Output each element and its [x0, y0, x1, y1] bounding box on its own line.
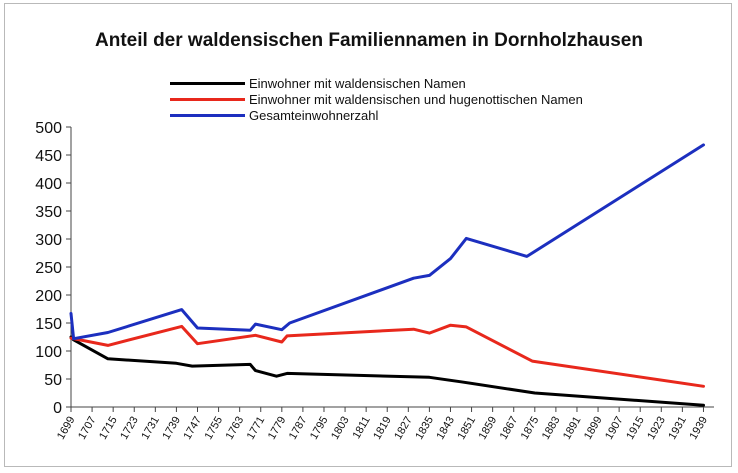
x-tick-label: 1811: [351, 415, 373, 441]
chart-frame: [4, 3, 732, 467]
x-tick-label: 1819: [371, 415, 394, 442]
legend-item-waldensisch: Einwohner mit waldensischen Namen: [170, 75, 583, 91]
x-tick-label: 1715: [97, 415, 120, 442]
y-tick-label: 500: [35, 120, 62, 137]
y-tick-label: 250: [35, 260, 62, 277]
legend-label: Einwohner mit waldensischen und hugenott…: [249, 91, 583, 107]
legend-item-hugenottisch: Einwohner mit waldensischen und hugenott…: [170, 91, 583, 107]
x-tick-label: 1739: [160, 415, 183, 442]
x-tick-label: 1723: [118, 415, 141, 442]
series-line-1: [69, 335, 705, 407]
x-tick-label: 1915: [624, 415, 647, 442]
x-tick-label: 1747: [181, 415, 204, 442]
x-tick-label: 1699: [55, 415, 78, 442]
x-tick-label: 1787: [287, 415, 310, 442]
x-tick-label: 1707: [76, 415, 99, 442]
x-tick-label: 1763: [224, 415, 247, 442]
legend-label: Gesamteinwohnerzahl: [249, 107, 379, 123]
x-tick-label: 1851: [456, 415, 479, 442]
x-tick-label: 1891: [561, 415, 584, 442]
x-tick-label: 1923: [645, 415, 668, 442]
legend-label: Einwohner mit waldensischen Namen: [249, 75, 466, 91]
x-tick-label: 1803: [329, 415, 352, 442]
y-tick-label: 350: [35, 204, 62, 221]
x-tick-label: 1931: [666, 415, 689, 442]
x-tick-label: 1939: [687, 415, 710, 442]
x-tick-label: 1899: [582, 415, 605, 442]
y-tick-label: 50: [44, 372, 62, 389]
x-tick-label: 1795: [308, 415, 331, 442]
series-line-2: [69, 323, 705, 388]
y-tick-label: 200: [35, 288, 62, 305]
y-tick-label: 400: [35, 176, 62, 193]
y-tick-label: 0: [53, 400, 62, 417]
series-line-3: [69, 143, 705, 341]
legend-swatch-black: [170, 81, 245, 85]
x-tick-label: 1875: [519, 415, 542, 442]
x-tick-label: 1859: [477, 415, 500, 442]
y-tick-label: 300: [35, 232, 62, 249]
legend-swatch-blue: [170, 113, 245, 117]
x-tick-label: 1771: [245, 415, 268, 442]
x-tick-label: 1731: [139, 415, 162, 442]
x-tick-label: 1907: [603, 415, 626, 442]
x-tick-label: 1779: [266, 415, 289, 442]
y-tick-label: 100: [35, 344, 62, 361]
legend-item-gesamt: Gesamteinwohnerzahl: [170, 107, 583, 123]
x-tick-label: 1867: [498, 415, 521, 442]
chart-title: Anteil der waldensischen Familiennamen i…: [95, 30, 643, 51]
x-tick-label: 1827: [392, 415, 415, 442]
chart-legend: Einwohner mit waldensischen Namen Einwoh…: [170, 75, 583, 123]
y-tick-label: 450: [35, 148, 62, 165]
x-tick-label: 1835: [413, 415, 436, 442]
x-tick-label: 1755: [203, 415, 226, 442]
y-tick-label: 150: [35, 316, 62, 333]
x-tick-label: 1883: [540, 415, 563, 442]
legend-swatch-red: [170, 97, 245, 101]
x-tick-label: 1843: [434, 415, 457, 442]
